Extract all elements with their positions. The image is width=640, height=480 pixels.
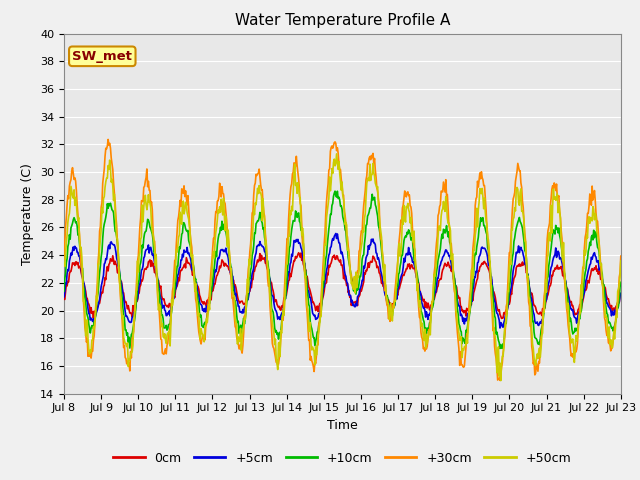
X-axis label: Time: Time [327,419,358,432]
Legend: 0cm, +5cm, +10cm, +30cm, +50cm: 0cm, +5cm, +10cm, +30cm, +50cm [108,447,577,469]
Y-axis label: Temperature (C): Temperature (C) [22,163,35,264]
Title: Water Temperature Profile A: Water Temperature Profile A [235,13,450,28]
Text: SW_met: SW_met [72,50,132,63]
